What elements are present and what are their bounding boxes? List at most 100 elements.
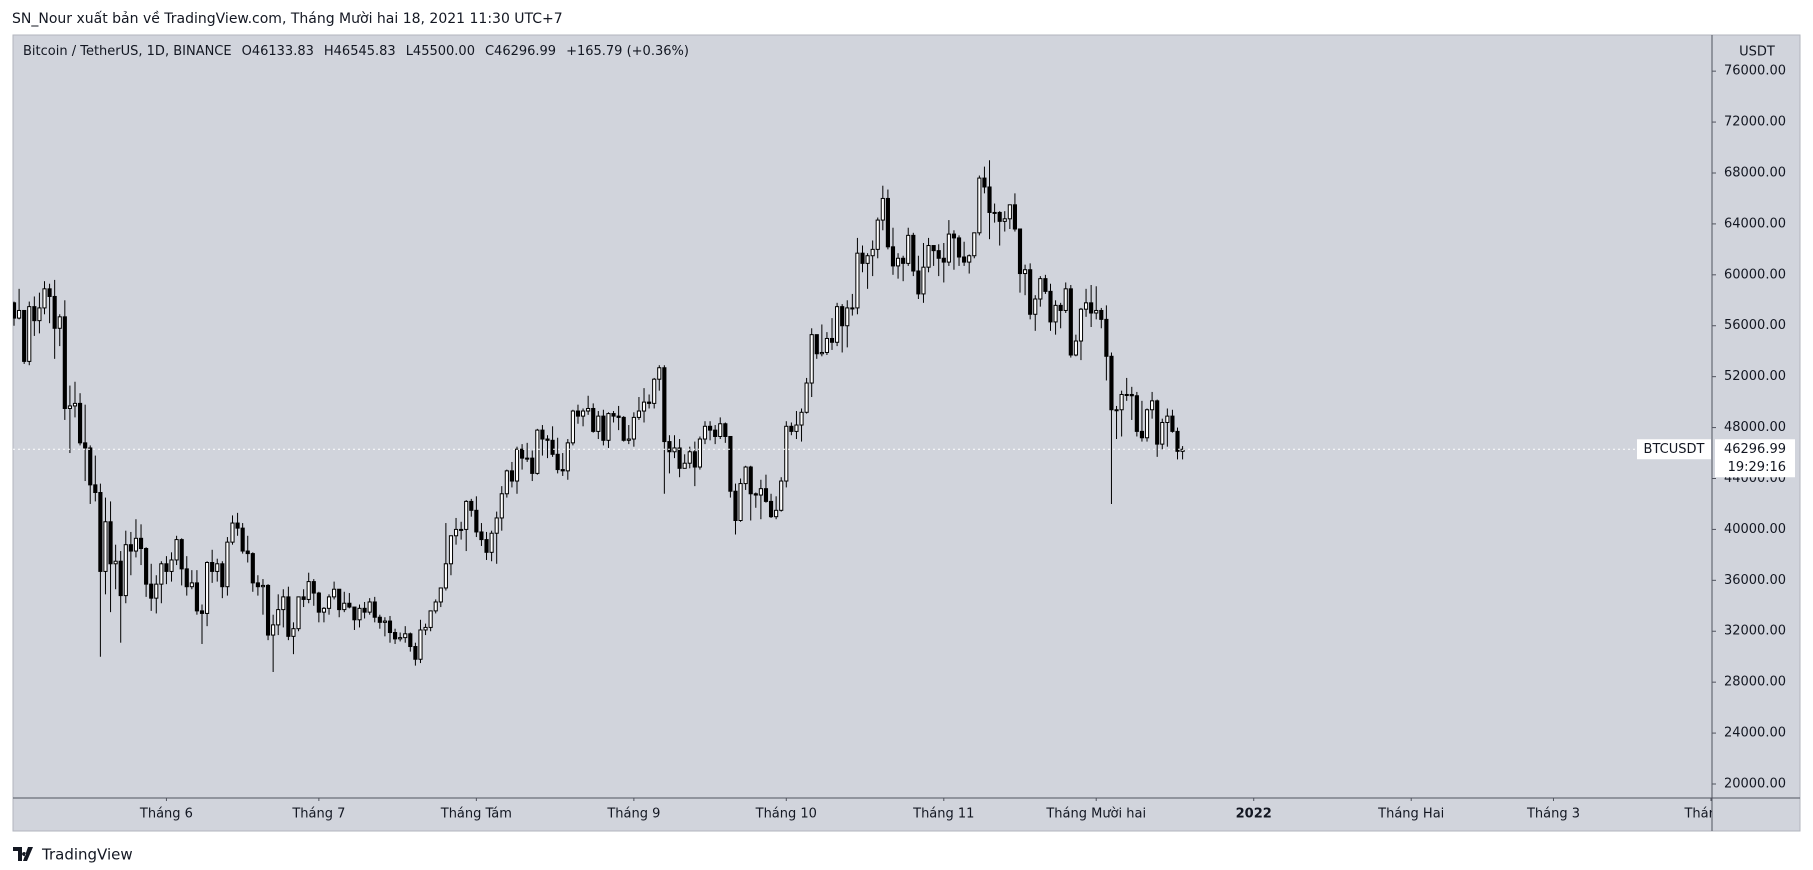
candle-body <box>382 620 387 623</box>
candle-body <box>149 583 154 599</box>
candle-body <box>225 541 230 588</box>
candle-body <box>1165 415 1170 423</box>
candle-body <box>113 560 118 565</box>
candle-body <box>1028 269 1033 315</box>
candle-body <box>702 425 708 440</box>
candle-body <box>682 462 687 469</box>
candle-body <box>326 596 332 609</box>
candle-body <box>1139 430 1145 439</box>
candle-body <box>1170 415 1175 432</box>
candle-body <box>1134 395 1139 432</box>
candle-body <box>77 402 83 444</box>
candle-body <box>829 337 835 343</box>
candle-body <box>1144 409 1150 439</box>
candle-body <box>641 401 647 412</box>
candle-body <box>286 596 291 637</box>
candle-body <box>291 628 296 637</box>
candle-body <box>956 237 962 258</box>
candle-body <box>316 592 321 613</box>
candle-body <box>621 416 626 441</box>
y-tick-label: 36000.00 <box>1724 573 1786 588</box>
candle-body <box>667 441 672 453</box>
y-tick-label: 20000.00 <box>1724 776 1786 791</box>
candle-body <box>662 367 667 443</box>
candle-body <box>728 435 733 492</box>
candle-body <box>184 568 189 588</box>
candle-body <box>179 539 184 570</box>
candle-body <box>951 233 957 239</box>
candle-body <box>1083 302 1089 310</box>
candle-body <box>723 423 728 437</box>
price-label-box <box>1715 439 1795 478</box>
candle-body <box>438 587 443 603</box>
candle-body <box>220 563 225 588</box>
candle-body <box>418 629 423 660</box>
candle-body <box>626 438 631 441</box>
candle-body <box>1099 309 1104 320</box>
candle-body <box>403 633 408 639</box>
x-tick-label: 2022 <box>1236 807 1272 822</box>
candle-body <box>591 407 596 432</box>
candle-body <box>342 602 347 611</box>
candle-body <box>890 246 896 267</box>
candle-body <box>708 425 713 431</box>
candle-body <box>509 470 515 482</box>
x-tick-label: Tháng Tám <box>440 807 512 822</box>
candle-body <box>560 469 565 472</box>
y-tick-label: 40000.00 <box>1724 522 1786 537</box>
candle-body <box>1073 340 1078 356</box>
candle-body <box>895 257 901 267</box>
x-tick-label: Tháng 9 <box>606 807 660 822</box>
ohlc-legend: Bitcoin / TetherUS, 1D, BINANCE O46133.83… <box>23 44 689 59</box>
x-tick-label: Tháng 3 <box>1526 807 1580 822</box>
candle-body <box>799 411 804 426</box>
symbol-info: Bitcoin / TetherUS, 1D, BINANCE <box>23 44 232 59</box>
candle-body <box>479 531 484 541</box>
candle-body <box>692 451 697 468</box>
candle-body <box>301 596 306 600</box>
candle-body <box>144 548 149 585</box>
candle-body <box>37 307 42 322</box>
candle-body <box>967 255 972 263</box>
candle-body <box>103 521 108 572</box>
candle-body <box>321 607 327 613</box>
candle-body <box>194 582 199 612</box>
ohlc-value: O46133.83 <box>241 44 314 59</box>
candle-body <box>677 447 682 469</box>
candle-body <box>606 413 611 441</box>
candle-body <box>880 197 885 221</box>
candle-body <box>748 466 753 495</box>
x-tick-label: Tháng 4 <box>1683 807 1737 822</box>
candle-body <box>575 410 581 417</box>
candle-body <box>260 584 266 588</box>
x-tick-label: Tháng 10 <box>755 807 817 822</box>
candle-body <box>1033 298 1038 315</box>
candle-body <box>1124 393 1129 396</box>
candle-body <box>1023 269 1028 275</box>
candle-body <box>1180 448 1185 452</box>
candle-body <box>296 596 301 630</box>
candle-body <box>743 466 748 485</box>
y-tick-label: 48000.00 <box>1724 420 1786 435</box>
candle-body <box>768 500 774 518</box>
y-tick-label: 24000.00 <box>1724 726 1786 741</box>
candle-body <box>17 309 22 319</box>
candle-body <box>62 316 67 409</box>
candle-body <box>738 483 743 521</box>
candle-body <box>108 521 113 565</box>
candle-body <box>936 250 941 259</box>
candle-body <box>1012 204 1017 230</box>
candle-body <box>474 509 479 533</box>
candle-body <box>977 177 982 234</box>
candle-body <box>596 415 601 432</box>
candle-body <box>118 560 123 597</box>
candle-body <box>525 457 530 460</box>
y-tick-label: 60000.00 <box>1724 267 1786 282</box>
candle-body <box>535 429 540 474</box>
candle-body <box>443 563 448 589</box>
candle-body <box>250 553 255 584</box>
candle-body <box>962 256 967 263</box>
candle-body <box>916 270 921 295</box>
